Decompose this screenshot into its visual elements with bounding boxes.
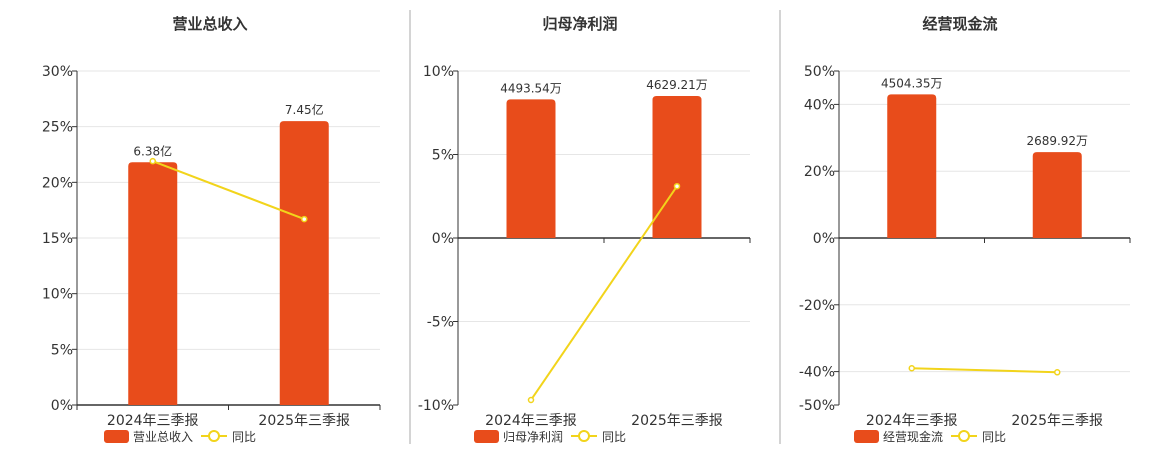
y-tick-label: -20% [799,298,835,314]
bar-data-label: 4504.35万 [881,76,943,90]
bar-data-label: 7.45亿 [285,102,324,117]
x-category-label: 2025年三季报 [631,413,723,429]
legend-line-label: 同比 [602,430,626,444]
legend-line-marker [578,430,590,442]
bar-data-label: 2689.92万 [1026,134,1088,148]
bar [887,94,937,238]
yoy-point [527,396,535,404]
y-tick-label: 5% [432,148,454,164]
x-category-label: 2025年三季报 [258,413,350,429]
x-category-label: 2024年三季报 [107,413,199,429]
bar [652,96,702,238]
chart-panel-2: 归母净利润 -10% -5% 0% 5% 10% 4493.54万 4629.21万 2024年… [418,15,751,444]
legend-bar-swatch [854,430,879,443]
yoy-line [152,160,305,221]
chart-panel-1: 营业总收入 0% 5% 10% 15% 20% 25% 30% 6.38亿 7.45亿 2024年三… [42,15,381,444]
yoy-point [301,215,308,223]
bar [279,121,329,405]
y-tick-label: 10% [42,287,73,303]
y-tick-label: -40% [799,365,835,381]
y-tick-label: 5% [51,342,73,358]
yoy-point [149,157,156,165]
x-category-label: 2024年三季报 [866,413,958,429]
legend-bar-label: 经营现金流 [883,429,943,444]
legend-line-marker [208,430,220,442]
x-category-label: 2024年三季报 [485,413,577,429]
chart-title: 营业总收入 [172,15,247,33]
legend-line-label: 同比 [982,430,1006,444]
y-tick-label: -50% [799,398,835,414]
chart-title: 经营现金流 [922,15,997,33]
bar-data-label: 6.38亿 [133,143,172,158]
legend-bar-label: 营业总收入 [133,430,193,444]
bar [506,99,556,238]
y-tick-label: 25% [42,120,73,136]
legend: 营业总收入 同比 [104,430,256,444]
legend-line-marker [958,430,970,442]
legend: 归母净利润 同比 [474,430,626,444]
y-tick-label: 0% [813,231,835,247]
chart-title: 归母净利润 [542,15,617,33]
y-tick-label: 50% [804,64,835,80]
chart-panel-3: 经营现金流 -50% -40% -20% 0% 20% 40% 50% 4504.35万 2689… [799,15,1131,444]
legend-bar-swatch [104,430,129,443]
yoy-line [530,185,678,401]
yoy-point [1054,369,1061,376]
y-tick-label: 30% [42,64,73,80]
y-tick-label: -5% [427,315,454,331]
yoy-point [908,365,915,372]
bar-data-label: 4629.21万 [646,78,708,92]
legend-bar-label: 归母净利润 [503,430,563,444]
y-tick-label: 20% [804,164,835,180]
x-category-label: 2025年三季报 [1011,413,1103,429]
legend: 经营现金流 同比 [854,429,1006,444]
yoy-line [911,367,1058,374]
y-tick-label: -10% [418,398,454,414]
bar-data-label: 4493.54万 [500,81,562,95]
y-tick-label: 0% [51,398,73,414]
legend-line-label: 同比 [232,430,256,444]
bar [1032,152,1082,238]
y-tick-label: 10% [423,64,454,80]
y-tick-label: 0% [432,231,454,247]
legend-bar-swatch [474,430,499,443]
bar [128,162,178,405]
yoy-point [673,182,681,190]
y-tick-label: 40% [804,97,835,113]
y-tick-label: 20% [42,175,73,191]
y-tick-label: 15% [42,231,73,247]
